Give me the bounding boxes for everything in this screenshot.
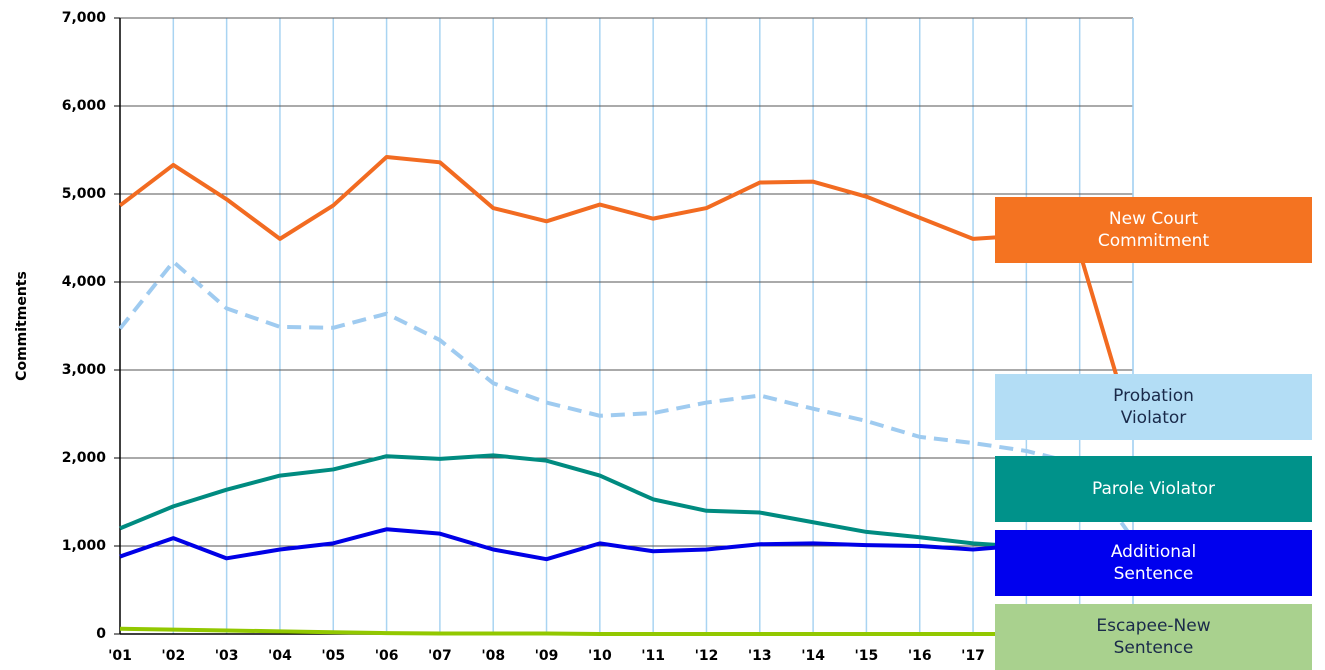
x-tick-label: '14 xyxy=(801,648,825,664)
x-tick-label: '10 xyxy=(588,648,612,664)
legend-entry: New Court Commitment xyxy=(995,197,1312,263)
x-tick-label: '11 xyxy=(641,648,665,664)
y-tick-label: 4,000 xyxy=(62,274,107,290)
x-tick-label: '08 xyxy=(481,648,505,664)
legend-entry: Parole Violator xyxy=(995,456,1312,522)
series-line xyxy=(118,259,1135,541)
x-tick-label: '16 xyxy=(908,648,932,664)
series-line xyxy=(118,155,1135,433)
x-tick-label: '12 xyxy=(695,648,719,664)
y-tick-label: 0 xyxy=(96,626,106,642)
x-tick-label: '02 xyxy=(161,648,185,664)
x-tick-label: '15 xyxy=(855,648,879,664)
x-tick-label: '13 xyxy=(748,648,772,664)
series-line xyxy=(119,626,1133,636)
legend-entry: Probation Violator xyxy=(995,374,1312,440)
y-tick-label: 5,000 xyxy=(62,186,107,202)
y-tick-label: 2,000 xyxy=(62,450,107,466)
x-tick-label: '05 xyxy=(321,648,345,664)
y-axis-label: Commitments xyxy=(14,271,30,381)
series-line xyxy=(119,527,1135,576)
x-tick-label: '07 xyxy=(428,648,452,664)
legend-entry: Additional Sentence xyxy=(995,530,1312,596)
y-tick-label: 3,000 xyxy=(62,362,107,378)
y-tick-label: 7,000 xyxy=(62,10,107,26)
y-tick-label: 1,000 xyxy=(62,538,107,554)
y-tick-label: 6,000 xyxy=(62,98,107,114)
x-tick-label: '06 xyxy=(375,648,399,664)
x-tick-label: '03 xyxy=(215,648,239,664)
legend-entry: Escapee-New Sentence xyxy=(995,604,1312,670)
x-tick-label: '04 xyxy=(268,648,292,664)
series-line xyxy=(119,453,1135,591)
x-tick-label: '09 xyxy=(535,648,559,664)
x-tick-label: '17 xyxy=(961,648,985,664)
x-tick-label: '01 xyxy=(108,648,132,664)
